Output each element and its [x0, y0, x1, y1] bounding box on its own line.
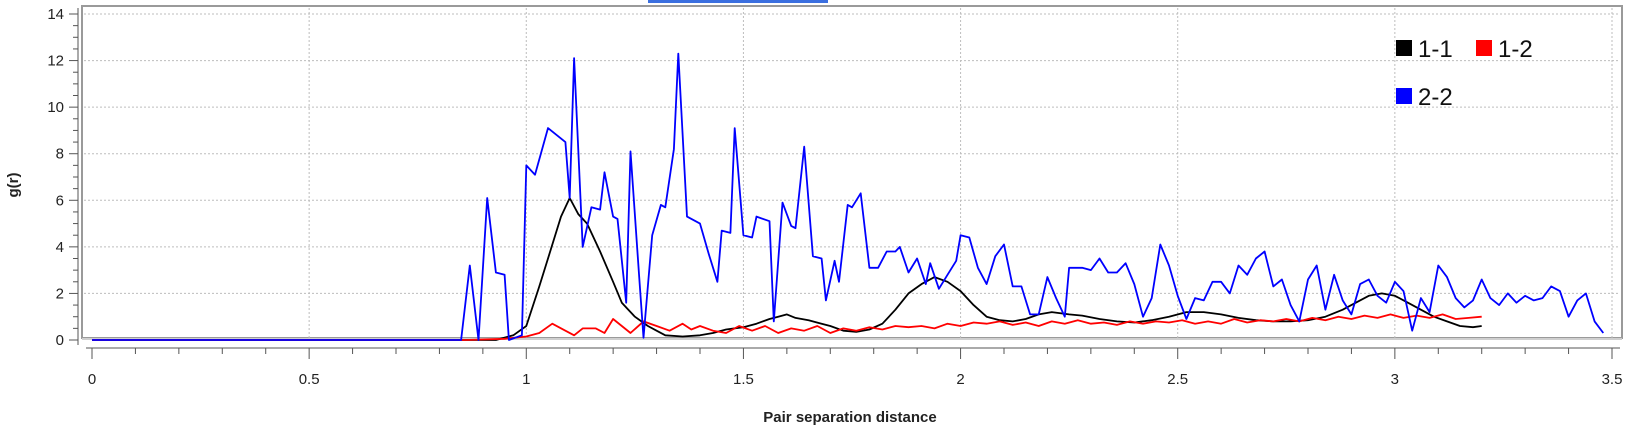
x-tick-label: 3 — [1391, 371, 1399, 388]
top-tab-accent — [648, 0, 828, 3]
x-tick-label: 2.5 — [1167, 371, 1188, 388]
y-tick-label: 2 — [56, 285, 64, 302]
series-line-2-2 — [92, 52, 1605, 341]
legend-label-2-2: 2-2 — [1418, 84, 1453, 111]
y-tick-label: 8 — [56, 146, 64, 163]
plot-border — [81, 5, 1623, 339]
y-tick-label: 4 — [56, 239, 64, 256]
legend-label-1-2: 1-2 — [1498, 36, 1533, 63]
chart-frame — [81, 0, 1623, 340]
y-tick-label: 12 — [47, 53, 64, 70]
y-tick-label: 0 — [56, 332, 64, 349]
x-tick-label: 1 — [522, 371, 530, 388]
y-tick-label: 10 — [47, 99, 64, 116]
legend-swatch-2-2 — [1396, 88, 1412, 104]
legend-label-1-1: 1-1 — [1418, 36, 1453, 63]
y-tick-label: 6 — [56, 192, 64, 209]
y-axis-label: g(r) — [5, 173, 22, 198]
x-tick-label: 0 — [88, 371, 96, 388]
x-tick-label: 2 — [956, 371, 964, 388]
series-layer — [92, 52, 1605, 341]
grid-lines — [84, 8, 1620, 338]
axes: 0 2 4 6 8 10 12 14 0 0.5 1 1.5 2 2.5 3 3.5 — [47, 6, 1622, 388]
legend: 1-1 1-2 2-2 — [1396, 36, 1533, 111]
x-axis-label: Pair separation distance — [763, 409, 936, 426]
series-line-1-2 — [92, 313, 1482, 341]
legend-swatch-1-2 — [1476, 40, 1492, 56]
y-tick-label: 14 — [47, 6, 64, 23]
x-tick-label: 0.5 — [299, 371, 320, 388]
x-tick-label: 1.5 — [733, 371, 754, 388]
x-tick-label: 3.5 — [1602, 371, 1623, 388]
legend-swatch-1-1 — [1396, 40, 1412, 56]
